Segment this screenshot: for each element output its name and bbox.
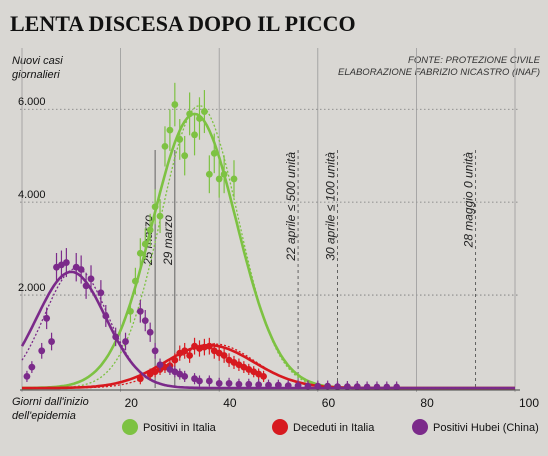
data-point-2	[255, 381, 263, 389]
data-point-2	[334, 383, 341, 391]
data-point-0	[230, 175, 238, 183]
annotation-label: 30 aprile ≤ 100 unità	[324, 152, 338, 261]
data-point-0	[205, 170, 213, 178]
data-point-2	[82, 282, 90, 290]
legend-marker-1	[272, 419, 288, 435]
data-point-2	[122, 338, 129, 345]
data-point-1	[171, 356, 179, 364]
data-point-2	[112, 333, 120, 341]
data-point-0	[161, 143, 169, 150]
data-point-0	[156, 212, 164, 220]
data-point-2	[235, 380, 243, 388]
x-tick-label: 20	[125, 396, 139, 410]
data-point-2	[205, 377, 213, 385]
data-point-0	[141, 240, 149, 248]
data-point-2	[141, 317, 149, 325]
data-point-0	[210, 149, 218, 157]
data-point-2	[245, 380, 253, 388]
data-point-2	[215, 379, 223, 387]
data-point-2	[284, 382, 292, 390]
data-point-1	[186, 352, 194, 359]
data-point-0	[131, 277, 139, 285]
data-point-2	[77, 266, 85, 273]
y-tick-label: 2.000	[18, 282, 46, 294]
data-point-1	[136, 375, 144, 383]
x-tick-label: 40	[223, 396, 237, 410]
data-point-2	[353, 383, 361, 391]
grid	[20, 48, 518, 392]
data-point-0	[176, 136, 184, 143]
legend: Positivi in Italia Deceduti in Italia Posi…	[122, 419, 539, 435]
data-point-2	[136, 307, 144, 315]
data-point-0	[146, 226, 154, 234]
data-point-2	[151, 347, 159, 355]
annotation-label: 29 marzo	[161, 215, 175, 266]
legend-label: Deceduti in Italia	[293, 422, 375, 434]
data-point-0	[186, 110, 194, 118]
data-point-1	[260, 372, 267, 380]
data-point-2	[43, 314, 51, 322]
legend-marker-0	[122, 419, 138, 435]
data-point-2	[304, 382, 312, 390]
data-point-1	[181, 347, 189, 355]
x-axis-label-line-2: dell'epidemia	[12, 410, 76, 422]
data-point-2	[28, 363, 36, 371]
data-point-0	[127, 307, 134, 315]
data-point-2	[225, 379, 233, 387]
x-tick-label: 60	[322, 396, 336, 410]
y-axis-label-line-2: giornalieri	[12, 69, 60, 81]
source-line-1: FONTE: PROTEZIONE CIVILE	[408, 55, 541, 66]
data-point-2	[38, 347, 46, 355]
source-line-2: ELABORAZIONE FABRIZIO NICASTRO (INAF)	[338, 67, 540, 78]
data-point-2	[393, 383, 401, 391]
data-point-2	[87, 275, 95, 283]
data-point-2	[102, 312, 110, 320]
data-point-2	[181, 372, 189, 380]
data-point-0	[151, 203, 159, 211]
y-axis-label-line-1: Nuovi casi	[12, 55, 63, 67]
data-point-2	[97, 289, 105, 297]
y-tick-label: 6.000	[18, 96, 46, 108]
data-point-1	[205, 342, 213, 350]
data-point-2	[373, 383, 381, 391]
legend-label: Positivi in Italia	[143, 422, 217, 434]
data-points	[23, 82, 401, 391]
x-tick-label: 80	[420, 396, 434, 410]
data-point-0	[191, 131, 198, 139]
data-point-2	[343, 383, 351, 391]
data-point-2	[23, 372, 31, 380]
data-point-2	[146, 328, 154, 336]
data-point-2	[324, 382, 332, 390]
data-point-0	[201, 108, 208, 115]
legend-label: Positivi Hubei (China)	[433, 422, 539, 434]
y-tick-label: 4.000	[18, 189, 46, 201]
data-point-0	[181, 152, 189, 160]
data-point-0	[220, 170, 228, 178]
axes: 2.000 4.000 6.000 20 40 60 80 100	[18, 96, 539, 410]
data-point-2	[383, 383, 391, 391]
data-point-0	[215, 175, 223, 183]
data-point-2	[62, 259, 70, 266]
data-point-2	[156, 361, 164, 369]
annotation-label: 28 maggio 0 unità	[462, 152, 476, 249]
data-point-2	[363, 383, 371, 391]
data-point-0	[196, 115, 203, 122]
x-axis-label-line-1: Giorni dall'inizio	[12, 396, 89, 408]
data-point-2	[48, 338, 55, 345]
data-point-0	[171, 101, 179, 108]
chart-title: LENTA DISCESA DOPO IL PICCO	[10, 11, 356, 36]
data-point-2	[294, 382, 302, 390]
data-point-1	[220, 352, 228, 359]
data-point-2	[265, 381, 272, 389]
data-point-0	[136, 249, 144, 257]
data-point-2	[196, 377, 203, 385]
data-point-0	[166, 126, 174, 134]
data-point-2	[314, 382, 322, 390]
data-point-2	[274, 381, 282, 389]
x-tick-label: 100	[519, 396, 539, 410]
annotation-label: 22 aprile ≤ 500 unità	[284, 152, 298, 262]
legend-marker-2	[412, 419, 428, 435]
